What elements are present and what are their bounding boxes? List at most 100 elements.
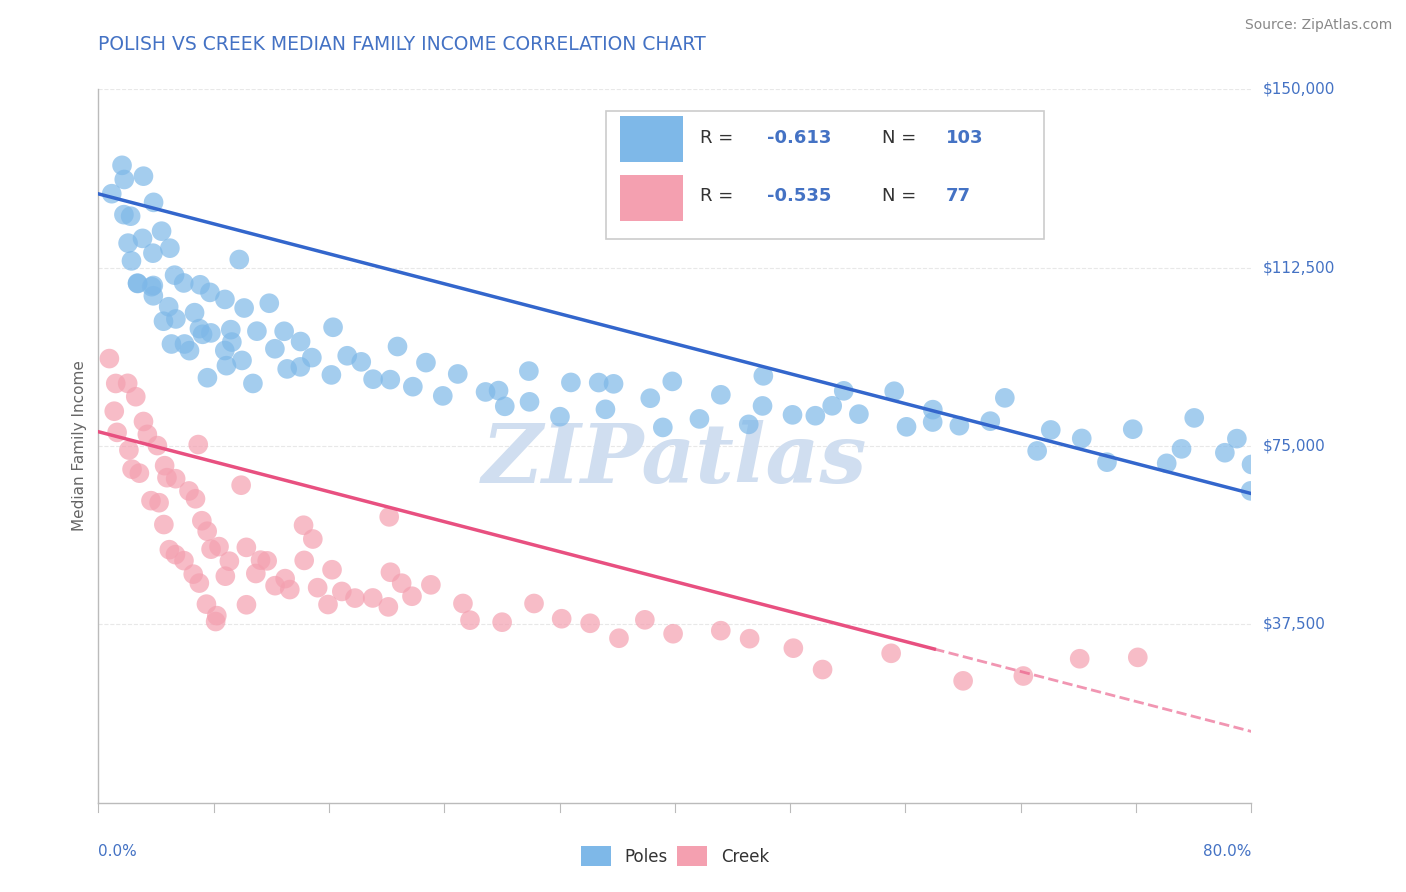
Point bbox=[1226, 432, 1249, 446]
Point bbox=[235, 541, 257, 555]
Point bbox=[661, 375, 683, 389]
Point bbox=[634, 613, 657, 627]
Point bbox=[198, 285, 221, 300]
Point bbox=[1170, 442, 1192, 456]
Point bbox=[120, 209, 142, 223]
Point bbox=[165, 472, 187, 486]
Point bbox=[127, 277, 149, 291]
Point bbox=[117, 376, 139, 391]
FancyBboxPatch shape bbox=[606, 111, 1043, 239]
Point bbox=[219, 323, 242, 337]
Point bbox=[259, 296, 281, 310]
Point bbox=[948, 418, 970, 433]
Point bbox=[588, 376, 610, 390]
Point bbox=[184, 491, 207, 506]
Point bbox=[550, 612, 572, 626]
Point bbox=[103, 404, 125, 418]
Point bbox=[160, 337, 183, 351]
Point bbox=[233, 301, 256, 315]
Point bbox=[595, 402, 617, 417]
Point bbox=[602, 376, 624, 391]
Point bbox=[738, 632, 761, 646]
Point bbox=[121, 253, 143, 268]
Point bbox=[214, 569, 236, 583]
Point bbox=[173, 276, 195, 290]
Point bbox=[142, 289, 165, 303]
Point bbox=[523, 597, 546, 611]
Point bbox=[112, 208, 135, 222]
Point bbox=[290, 334, 312, 349]
Point bbox=[98, 351, 121, 366]
Legend: Poles, Creek: Poles, Creek bbox=[574, 839, 776, 873]
Point bbox=[191, 514, 214, 528]
Point bbox=[204, 615, 226, 629]
Point bbox=[804, 409, 827, 423]
Point bbox=[290, 359, 312, 374]
Text: R =: R = bbox=[700, 128, 740, 146]
Text: Source: ZipAtlas.com: Source: ZipAtlas.com bbox=[1244, 18, 1392, 32]
Point bbox=[377, 599, 399, 614]
Point bbox=[811, 663, 834, 677]
Point bbox=[278, 582, 301, 597]
Point bbox=[214, 293, 236, 307]
Text: $75,000: $75,000 bbox=[1263, 439, 1326, 453]
Point bbox=[322, 320, 344, 334]
Point bbox=[264, 579, 287, 593]
Point bbox=[111, 158, 134, 172]
Text: POLISH VS CREEK MEDIAN FAMILY INCOME CORRELATION CHART: POLISH VS CREEK MEDIAN FAMILY INCOME COR… bbox=[98, 35, 706, 54]
Point bbox=[118, 443, 141, 458]
Point bbox=[112, 172, 135, 186]
Text: $112,500: $112,500 bbox=[1263, 260, 1334, 275]
Point bbox=[153, 517, 176, 532]
Point bbox=[402, 379, 425, 393]
Point bbox=[197, 370, 219, 384]
Point bbox=[215, 359, 238, 373]
Point bbox=[848, 407, 870, 421]
FancyBboxPatch shape bbox=[620, 175, 683, 221]
Point bbox=[173, 554, 195, 568]
Point bbox=[662, 626, 685, 640]
Point bbox=[1213, 446, 1236, 460]
Text: $37,500: $37,500 bbox=[1263, 617, 1326, 632]
Point bbox=[142, 278, 165, 293]
Point bbox=[256, 554, 278, 568]
Point bbox=[560, 376, 582, 390]
Point bbox=[179, 343, 201, 358]
Point bbox=[142, 195, 165, 210]
Point bbox=[880, 646, 903, 660]
Point bbox=[142, 246, 165, 260]
Point bbox=[128, 466, 150, 480]
Point bbox=[921, 402, 943, 417]
Point bbox=[517, 364, 540, 378]
Point bbox=[117, 236, 139, 251]
Point bbox=[214, 343, 236, 358]
Point bbox=[264, 342, 287, 356]
Point bbox=[188, 277, 211, 292]
Point bbox=[156, 471, 179, 485]
Point bbox=[141, 279, 163, 293]
Text: 103: 103 bbox=[946, 128, 983, 146]
Point bbox=[607, 631, 630, 645]
Point bbox=[139, 493, 162, 508]
Point bbox=[301, 351, 323, 365]
Point bbox=[491, 615, 513, 630]
Point bbox=[1240, 483, 1263, 498]
Text: N =: N = bbox=[883, 128, 922, 146]
Point bbox=[519, 394, 541, 409]
Point bbox=[208, 540, 231, 554]
Point bbox=[218, 554, 240, 568]
Point bbox=[276, 362, 298, 376]
Point bbox=[228, 252, 250, 267]
Point bbox=[1156, 456, 1178, 470]
Point bbox=[710, 388, 733, 402]
Point bbox=[148, 496, 170, 510]
Point bbox=[1126, 650, 1149, 665]
Point bbox=[391, 576, 413, 591]
Point bbox=[1095, 455, 1118, 469]
Point bbox=[183, 306, 205, 320]
Point bbox=[548, 409, 571, 424]
Point bbox=[1039, 423, 1062, 437]
Point bbox=[188, 321, 211, 335]
Point bbox=[301, 532, 323, 546]
Point bbox=[688, 412, 710, 426]
